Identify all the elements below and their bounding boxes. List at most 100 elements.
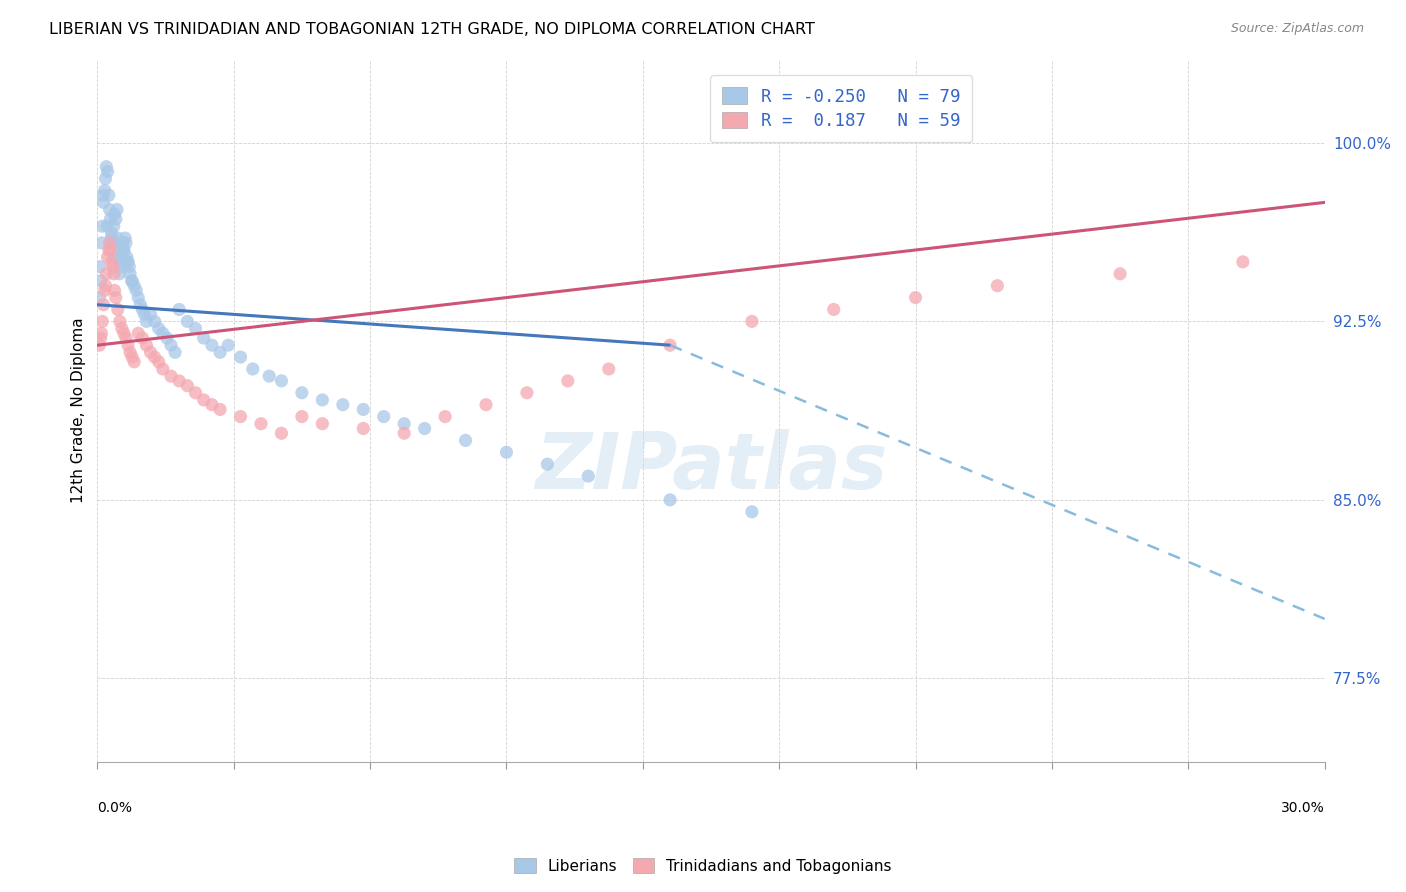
Point bbox=[120, 345, 142, 359]
Point bbox=[97, 188, 120, 202]
Point bbox=[193, 331, 215, 345]
Point bbox=[127, 291, 149, 305]
Point bbox=[167, 302, 190, 317]
Point bbox=[291, 409, 314, 424]
Point bbox=[242, 362, 264, 376]
Point bbox=[135, 314, 157, 328]
Point bbox=[96, 160, 118, 174]
Point bbox=[114, 231, 136, 245]
Point bbox=[100, 255, 122, 269]
Point bbox=[91, 219, 114, 234]
Point bbox=[115, 250, 138, 264]
Point bbox=[152, 362, 174, 376]
Point bbox=[112, 243, 135, 257]
Point bbox=[904, 291, 927, 305]
Point bbox=[103, 219, 125, 234]
Point bbox=[90, 274, 112, 288]
Text: LIBERIAN VS TRINIDADIAN AND TOBAGONIAN 12TH GRADE, NO DIPLOMA CORRELATION CHART: LIBERIAN VS TRINIDADIAN AND TOBAGONIAN 1… bbox=[49, 22, 815, 37]
Point bbox=[1232, 255, 1254, 269]
Point bbox=[93, 284, 115, 298]
Point bbox=[122, 355, 145, 369]
Point bbox=[112, 326, 135, 341]
Point bbox=[659, 492, 682, 507]
Point bbox=[392, 417, 415, 431]
Point bbox=[89, 291, 111, 305]
Text: 30.0%: 30.0% bbox=[1281, 800, 1324, 814]
Point bbox=[89, 338, 111, 352]
Point bbox=[270, 426, 292, 441]
Point bbox=[129, 298, 152, 312]
Point bbox=[557, 374, 579, 388]
Point bbox=[176, 314, 198, 328]
Point bbox=[311, 392, 333, 407]
Point bbox=[89, 260, 111, 274]
Point bbox=[823, 302, 845, 317]
Point bbox=[160, 369, 183, 384]
Point bbox=[94, 278, 117, 293]
Point bbox=[152, 326, 174, 341]
Point bbox=[125, 284, 148, 298]
Point bbox=[100, 227, 122, 241]
Point bbox=[598, 362, 620, 376]
Point bbox=[100, 212, 122, 227]
Point bbox=[100, 231, 122, 245]
Point bbox=[139, 345, 162, 359]
Point bbox=[96, 267, 118, 281]
Point bbox=[495, 445, 517, 459]
Point bbox=[741, 505, 763, 519]
Point bbox=[101, 235, 124, 250]
Point bbox=[91, 188, 114, 202]
Point bbox=[100, 243, 122, 257]
Point bbox=[270, 374, 292, 388]
Point bbox=[97, 243, 120, 257]
Point bbox=[148, 355, 170, 369]
Point bbox=[101, 260, 124, 274]
Point bbox=[986, 278, 1008, 293]
Point bbox=[107, 302, 129, 317]
Point bbox=[139, 307, 162, 321]
Point bbox=[90, 331, 112, 345]
Point bbox=[117, 255, 139, 269]
Point bbox=[107, 231, 129, 245]
Point bbox=[434, 409, 457, 424]
Point bbox=[121, 274, 143, 288]
Point bbox=[104, 212, 127, 227]
Point bbox=[103, 284, 125, 298]
Point bbox=[392, 426, 415, 441]
Point bbox=[98, 202, 121, 217]
Point bbox=[209, 402, 232, 417]
Point bbox=[121, 274, 143, 288]
Point bbox=[536, 457, 558, 471]
Legend: R = -0.250   N = 79, R =  0.187   N = 59: R = -0.250 N = 79, R = 0.187 N = 59 bbox=[710, 75, 973, 142]
Point bbox=[454, 434, 477, 448]
Point bbox=[110, 260, 132, 274]
Y-axis label: 12th Grade, No Diploma: 12th Grade, No Diploma bbox=[72, 318, 86, 503]
Point bbox=[90, 235, 112, 250]
Point bbox=[176, 378, 198, 392]
Point bbox=[311, 417, 333, 431]
Point bbox=[96, 219, 118, 234]
Text: ZIPatlas: ZIPatlas bbox=[534, 429, 887, 505]
Point bbox=[131, 302, 153, 317]
Point bbox=[117, 338, 139, 352]
Point bbox=[94, 171, 117, 186]
Text: 0.0%: 0.0% bbox=[97, 800, 132, 814]
Point bbox=[103, 267, 125, 281]
Point bbox=[107, 243, 129, 257]
Point bbox=[108, 255, 131, 269]
Point bbox=[111, 250, 134, 264]
Point bbox=[332, 398, 354, 412]
Point bbox=[105, 202, 128, 217]
Point bbox=[201, 338, 224, 352]
Point bbox=[1109, 267, 1132, 281]
Text: Source: ZipAtlas.com: Source: ZipAtlas.com bbox=[1230, 22, 1364, 36]
Point bbox=[217, 338, 239, 352]
Point bbox=[117, 255, 139, 269]
Point bbox=[475, 398, 498, 412]
Point bbox=[104, 250, 127, 264]
Point bbox=[184, 321, 207, 335]
Point bbox=[104, 291, 127, 305]
Point bbox=[98, 235, 121, 250]
Point bbox=[93, 184, 115, 198]
Point bbox=[516, 385, 538, 400]
